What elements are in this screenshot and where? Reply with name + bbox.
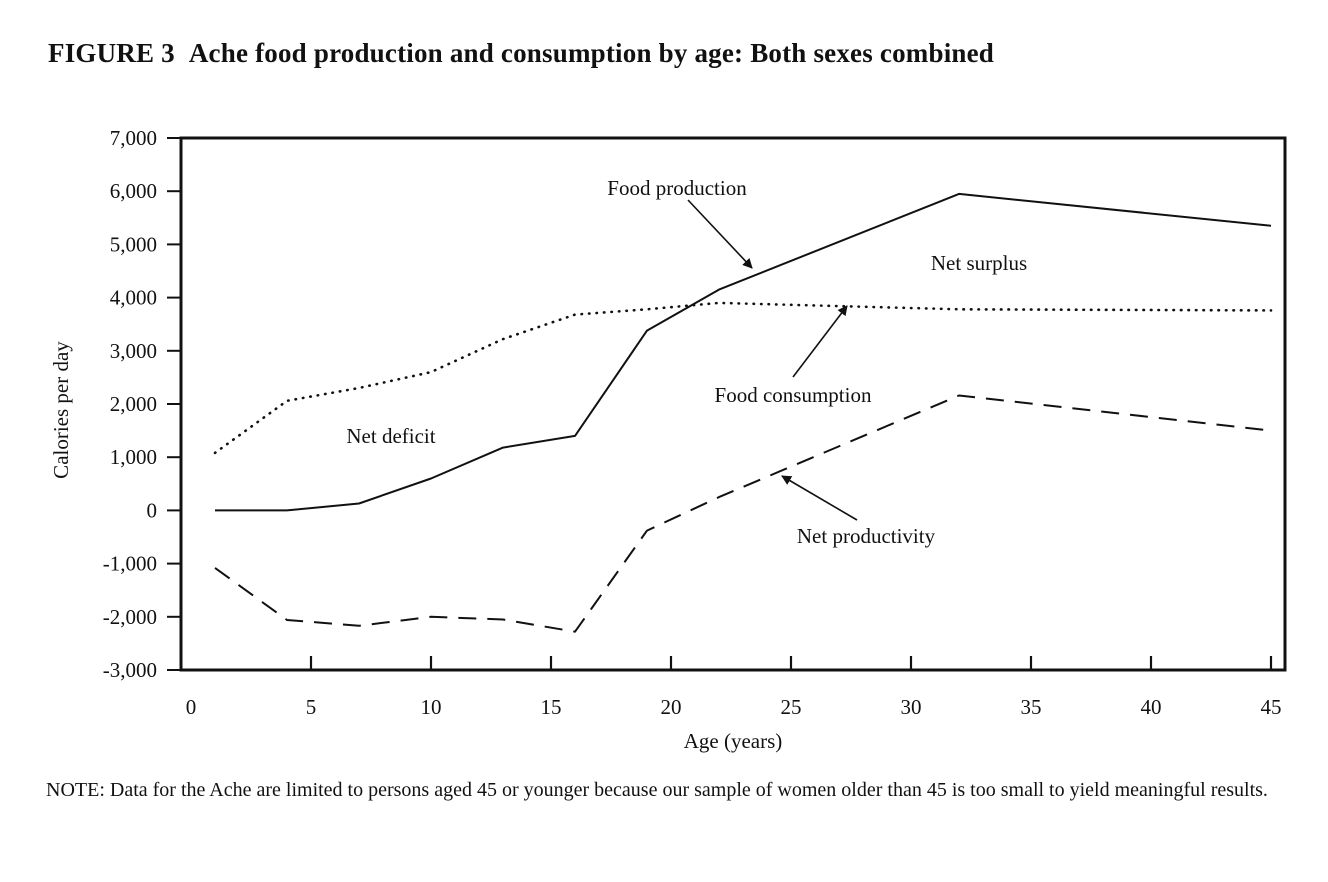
y-tick-label: 0 [147, 498, 158, 522]
x-tick-label: 10 [421, 695, 442, 719]
x-axis-label: Age (years) [684, 729, 783, 753]
y-tick-label: 2,000 [110, 392, 157, 416]
figure-title: FIGURE 3 Ache food production and consump… [48, 38, 994, 69]
arrow-food-consumption [792, 305, 848, 378]
y-tick-label: -2,000 [103, 605, 157, 629]
x-tick-label: 25 [781, 695, 802, 719]
series-line-net-productivity [214, 394, 1272, 633]
annotation-net-productivity: Net productivity [797, 524, 936, 548]
y-tick-label: 6,000 [110, 179, 157, 203]
plot-frame [179, 136, 1287, 672]
annotation-net-deficit: Net deficit [346, 424, 435, 448]
figure-label: FIGURE 3 [48, 38, 175, 68]
y-tick-label: 5,000 [110, 232, 157, 256]
x-tick-label: 5 [306, 695, 317, 719]
arrow-net-productivity [781, 475, 858, 521]
line-chart: 7,000 6,000 5,000 4,000 3,000 2,000 1,000 0 -1,0… [49, 126, 1287, 753]
y-tick-label: 3,000 [110, 339, 157, 363]
arrow-food-production [687, 199, 753, 269]
annotation-food-consumption: Food consumption [715, 383, 872, 407]
y-tick-label: 4,000 [110, 286, 157, 310]
figure-title-text: Ache food production and consumption by … [188, 38, 995, 68]
y-tick-label: -3,000 [103, 658, 157, 682]
y-tick-label: 1,000 [110, 445, 157, 469]
figure-note: NOTE: Data for the Ache are limited to p… [46, 779, 1268, 801]
x-tick-label: 0 [186, 695, 197, 719]
series-line-food-production [215, 192, 1272, 512]
annotation-food-production: Food production [607, 176, 747, 200]
x-tick-label: 30 [901, 695, 922, 719]
series-line-food-consumption [213, 301, 1273, 455]
annotation-net-surplus: Net surplus [931, 251, 1027, 275]
y-tick-label: -1,000 [103, 552, 157, 576]
x-tick-label: 35 [1021, 695, 1042, 719]
x-tick-label: 15 [541, 695, 562, 719]
x-tick-label: 20 [661, 695, 682, 719]
y-tick-label: 7,000 [110, 126, 157, 150]
x-tick-label: 40 [1141, 695, 1162, 719]
x-tick-label: 45 [1261, 695, 1282, 719]
y-axis-label: Calories per day [49, 341, 73, 479]
